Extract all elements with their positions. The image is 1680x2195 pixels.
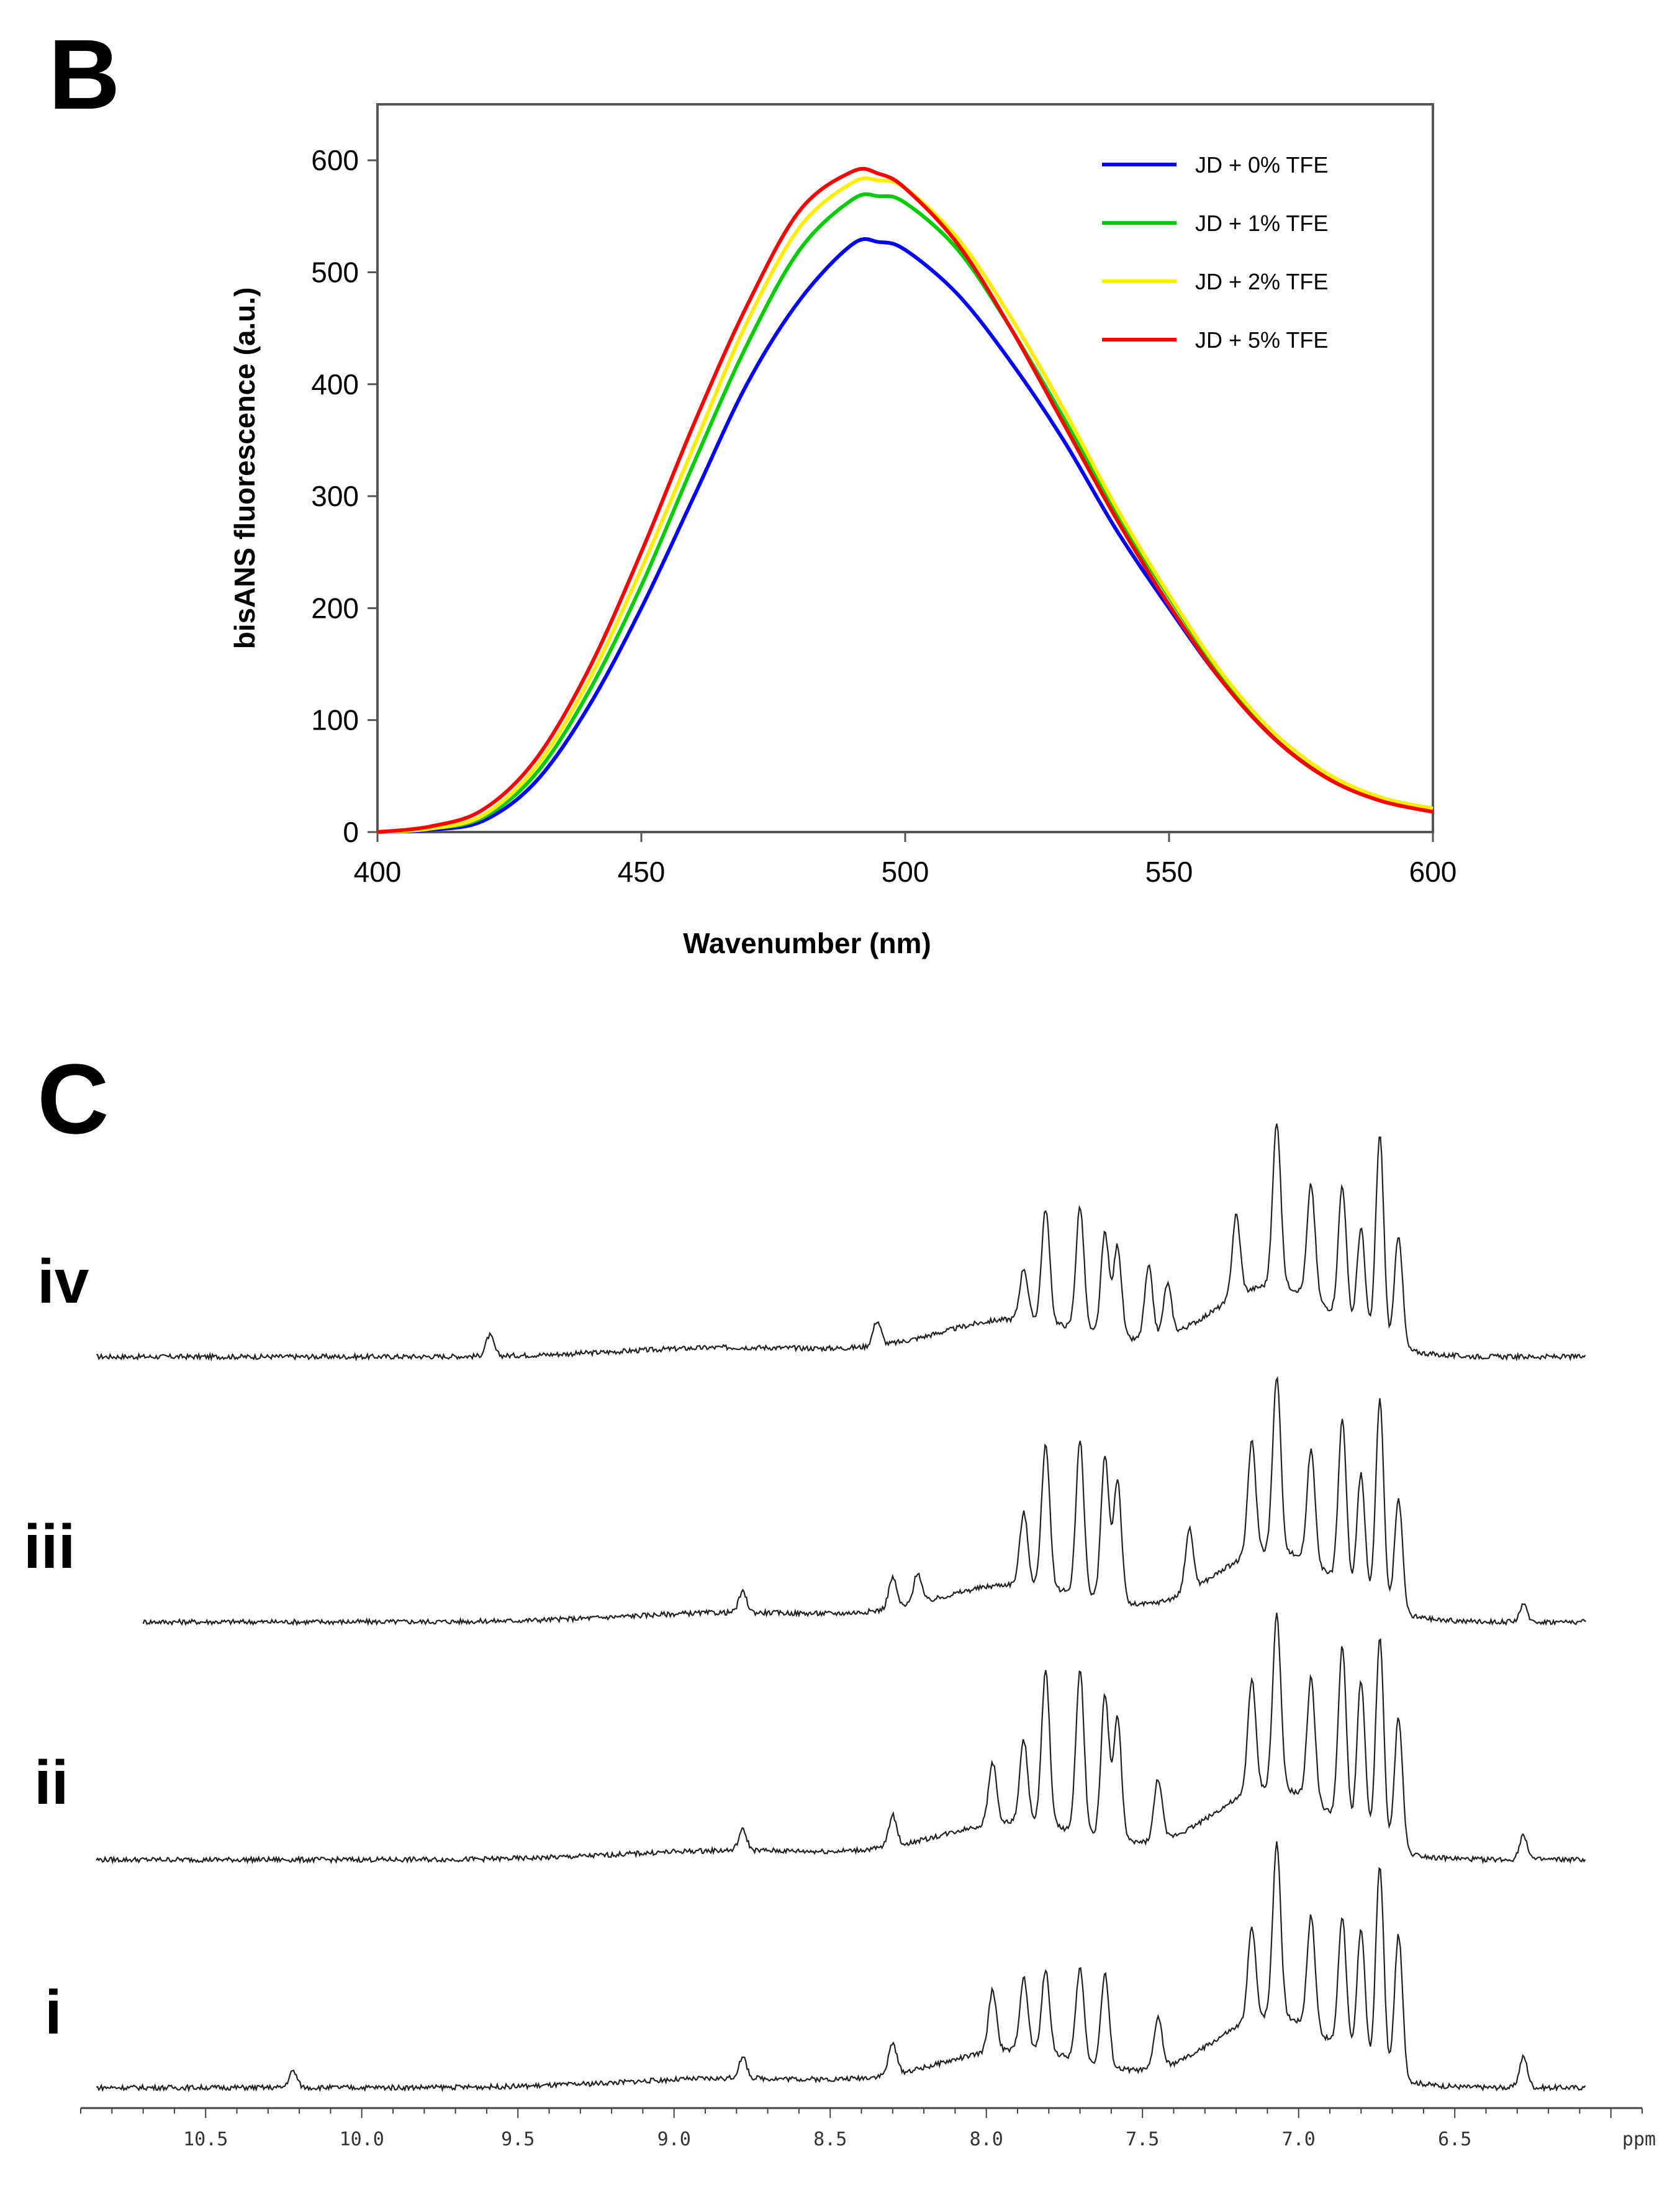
spectrum-label: i	[45, 1978, 62, 2047]
ppm-tick-label: 7.5	[1126, 2129, 1159, 2150]
spectrum-label: iii	[24, 1512, 75, 1582]
x-tick-label: 400	[354, 856, 402, 888]
x-axis-ticks: 400 450 500 550 600	[354, 832, 1457, 888]
legend-label: JD + 2% TFE	[1195, 269, 1328, 294]
spectrum-label: ii	[34, 1748, 69, 1817]
spectrum-label: iv	[37, 1247, 89, 1316]
y-tick-label: 400	[311, 368, 359, 401]
panel-label-b: B	[48, 19, 120, 130]
panel-label-c: C	[37, 1043, 109, 1154]
ppm-tick-label: 9.5	[501, 2129, 535, 2150]
ppm-tick-label: 9.0	[657, 2129, 691, 2150]
y-tick-label: 300	[311, 480, 359, 512]
series-line	[377, 166, 1434, 834]
legend: JD + 0% TFE JD + 1% TFE JD + 2% TFE JD + 5%…	[1102, 152, 1328, 353]
ppm-tick-label: 6.5	[1438, 2129, 1471, 2150]
x-tick-label: 550	[1145, 856, 1193, 888]
y-axis-title: bisANS fluorescence (a.u.)	[228, 287, 261, 649]
fluorescence-chart: 0 100 200 300 400 500 600 400 450 500 550 600 JD +…	[228, 103, 1457, 959]
ppm-tick-label: 8.0	[970, 2129, 1003, 2150]
legend-label: JD + 1% TFE	[1195, 210, 1328, 236]
legend-label: JD + 0% TFE	[1195, 152, 1328, 178]
x-tick-label: 500	[882, 856, 929, 888]
nmr-spectrum-trace	[96, 1613, 1586, 1865]
y-tick-label: 0	[343, 816, 359, 848]
legend-label: JD + 5% TFE	[1195, 327, 1328, 353]
ppm-tick-label: 7.0	[1282, 2129, 1316, 2150]
nmr-spectrum-trace	[142, 1375, 1586, 1626]
y-tick-label: 100	[311, 704, 359, 736]
series-line	[377, 176, 1434, 834]
y-tick-label: 200	[311, 592, 359, 624]
ppm-tick-label: 10.5	[183, 2129, 228, 2150]
nmr-spectrum-trace	[96, 1123, 1586, 1362]
ppm-tick-label: 8.5	[813, 2129, 847, 2150]
x-tick-label: 600	[1409, 856, 1457, 888]
nmr-spectrum-trace	[96, 1841, 1586, 2093]
series-lines	[377, 166, 1434, 834]
y-tick-label: 500	[311, 256, 359, 288]
y-tick-label: 600	[311, 144, 359, 176]
ppm-tick-label: 10.0	[340, 2129, 384, 2150]
ppm-axis: 10.5 10.0 9.5 9.0 8.5 8.0 7.5 7.0 6.5 ppm	[80, 2107, 1656, 2150]
x-axis-title: Wavenumber (nm)	[683, 927, 931, 959]
y-axis-ticks: 0 100 200 300 400 500 600	[311, 144, 377, 848]
ppm-unit-label: ppm	[1622, 2129, 1656, 2150]
x-tick-label: 450	[618, 856, 666, 888]
